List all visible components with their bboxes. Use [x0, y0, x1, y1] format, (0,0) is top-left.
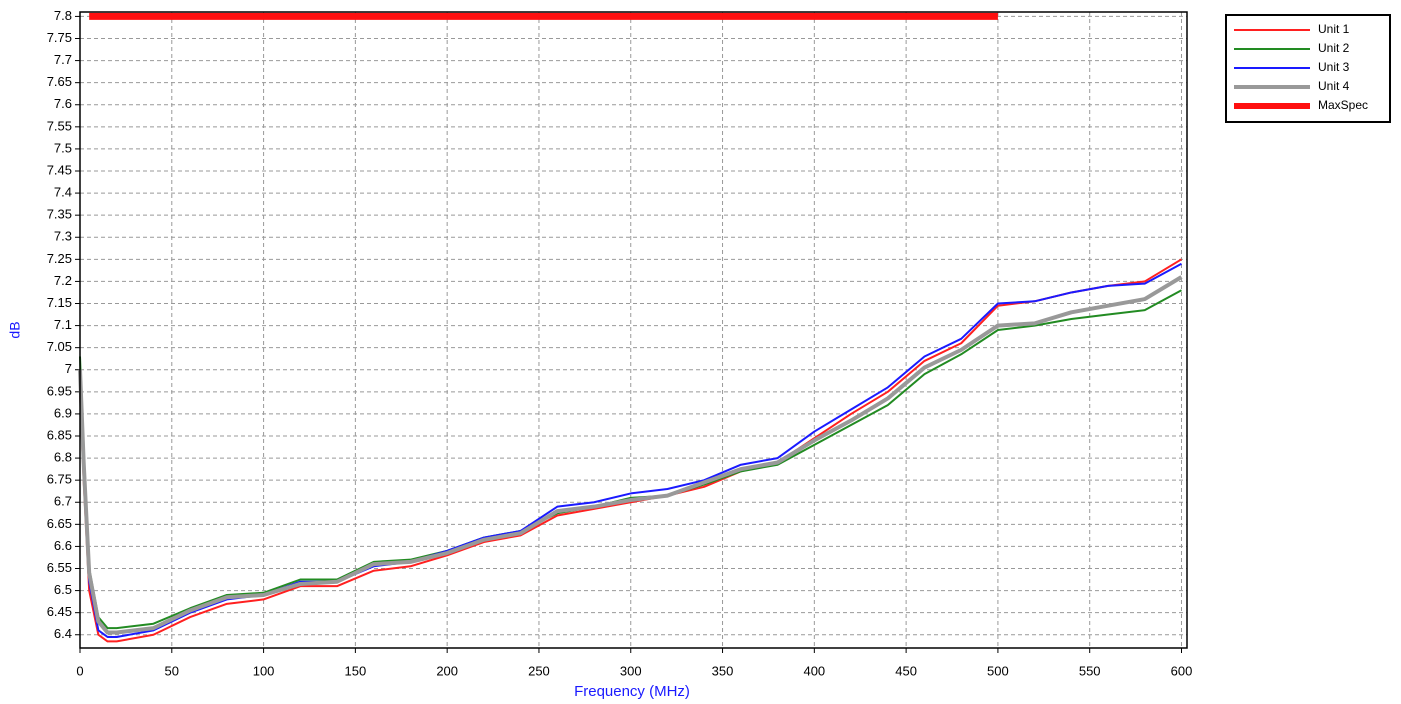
x-tick-label: 0 — [76, 663, 83, 678]
y-tick-label: 6.65 — [47, 516, 72, 531]
x-tick-label: 400 — [803, 663, 825, 678]
y-tick-label: 7.05 — [47, 339, 72, 354]
legend-label: Unit 3 — [1318, 60, 1350, 74]
y-tick-label: 7.3 — [54, 229, 72, 244]
y-tick-label: 7.15 — [47, 295, 72, 310]
y-tick-label: 7.75 — [47, 30, 72, 45]
y-axis-label: dB — [7, 321, 23, 338]
x-tick-label: 500 — [987, 663, 1009, 678]
y-tick-label: 7.2 — [54, 273, 72, 288]
y-tick-label: 7.4 — [54, 185, 72, 200]
x-axis-label: Frequency (MHz) — [574, 683, 690, 700]
x-tick-label: 50 — [165, 663, 179, 678]
y-tick-label: 7.65 — [47, 74, 72, 89]
legend-label: Unit 1 — [1318, 22, 1350, 36]
x-tick-label: 300 — [620, 663, 642, 678]
legend-label: Unit 4 — [1318, 79, 1350, 93]
y-tick-label: 6.5 — [54, 582, 72, 597]
y-tick-label: 7.7 — [54, 52, 72, 67]
x-tick-label: 150 — [345, 663, 367, 678]
y-tick-label: 6.9 — [54, 405, 72, 420]
x-tick-label: 350 — [712, 663, 734, 678]
y-tick-label: 7.25 — [47, 251, 72, 266]
y-tick-label: 7.35 — [47, 207, 72, 222]
y-tick-label: 6.45 — [47, 604, 72, 619]
x-tick-label: 100 — [253, 663, 275, 678]
series-line — [79, 258, 1183, 643]
legend-label: MaxSpec — [1318, 98, 1368, 112]
series-line — [78, 275, 1183, 635]
x-tick-label: 600 — [1171, 663, 1193, 678]
y-tick-label: 7.45 — [47, 162, 72, 177]
y-tick-label: 6.75 — [47, 472, 72, 487]
y-tick-label: 7.6 — [54, 96, 72, 111]
x-tick-label: 550 — [1079, 663, 1101, 678]
y-tick-label: 6.95 — [47, 383, 72, 398]
y-tick-label: 6.85 — [47, 427, 72, 442]
y-tick-label: 7.5 — [54, 140, 72, 155]
y-tick-label: 7.1 — [54, 317, 72, 332]
y-tick-label: 7.55 — [47, 118, 72, 133]
plot-frame — [79, 11, 1188, 649]
y-tick-label: 6.7 — [54, 494, 72, 509]
y-tick-label: 6.6 — [54, 538, 72, 553]
y-tick-label: 6.55 — [47, 560, 72, 575]
x-tick-label: 200 — [436, 663, 458, 678]
x-tick-label: 250 — [528, 663, 550, 678]
y-tick-label: 6.4 — [54, 626, 72, 641]
legend-label: Unit 2 — [1318, 41, 1350, 55]
x-tick-label: 450 — [895, 663, 917, 678]
y-tick-label: 6.8 — [54, 450, 72, 465]
y-tick-label: 7.8 — [54, 8, 72, 23]
y-tick-label: 7 — [65, 361, 72, 376]
series-line — [79, 262, 1182, 638]
plot-area — [80, 12, 1187, 648]
